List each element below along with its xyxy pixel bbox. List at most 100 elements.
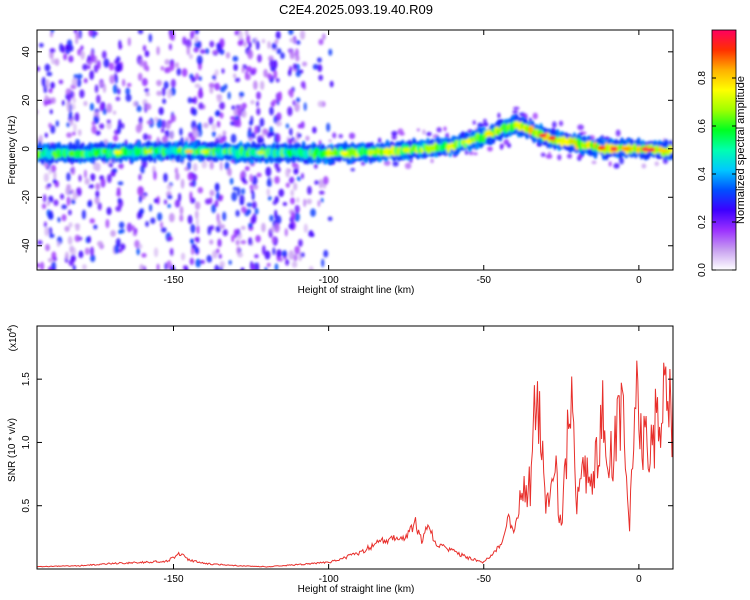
- heatmap-cell: [139, 244, 143, 249]
- heatmap-cell: [289, 54, 295, 60]
- heatmap-cell: [249, 173, 253, 183]
- heatmap-cell: [289, 37, 295, 43]
- heatmap-cell: [168, 212, 175, 223]
- heatmap-cell: [105, 218, 110, 229]
- heatmap-cell: [118, 221, 125, 229]
- heatmap-cell: [299, 69, 304, 74]
- heatmap-cell: [287, 106, 293, 117]
- heatmap-cell: [190, 30, 194, 40]
- heatmap-cell: [61, 100, 65, 106]
- heatmap-cell: [71, 199, 76, 205]
- heatmap-cell: [270, 66, 276, 72]
- heatmap-cell: [322, 176, 329, 185]
- y-tick-label: -40: [21, 238, 32, 253]
- heatmap-cell: [350, 167, 355, 172]
- heatmap-cell: [303, 102, 307, 111]
- heatmap-cell: [256, 91, 262, 100]
- heatmap-cell: [77, 129, 82, 137]
- heatmap-cell: [88, 30, 94, 37]
- heatmap-cell: [67, 236, 73, 245]
- heatmap-cell: [327, 216, 333, 221]
- heatmap-cell: [274, 263, 279, 270]
- heatmap-cell: [312, 126, 317, 134]
- heatmap-cell: [83, 100, 88, 107]
- heatmap-cell: [76, 73, 83, 79]
- heatmap-cell: [290, 197, 295, 205]
- heatmap-cell: [278, 91, 283, 102]
- heatmap-cell: [209, 189, 215, 197]
- heatmap-cell: [275, 78, 280, 83]
- heatmap-cell: [294, 212, 300, 222]
- heatmap-cell: [464, 150, 469, 155]
- heatmap-cell: [80, 45, 84, 51]
- heatmap-cell: [232, 186, 238, 191]
- heatmap-cell: [73, 122, 77, 132]
- heatmap-cell: [125, 87, 131, 96]
- heatmap-cell: [49, 48, 56, 53]
- heatmap-cell: [103, 58, 110, 68]
- heatmap-cell: [212, 50, 219, 55]
- heatmap-cell: [473, 152, 478, 156]
- heatmap-cell: [214, 110, 221, 117]
- heatmap-cell: [96, 60, 101, 70]
- heatmap-cell: [66, 103, 71, 113]
- heatmap-cell: [74, 234, 81, 243]
- heatmap-cell: [138, 174, 142, 181]
- heatmap-cell: [78, 250, 84, 259]
- heatmap-cell: [166, 184, 172, 191]
- heatmap-cell: [256, 101, 260, 107]
- heatmap-cell: [288, 223, 294, 230]
- heatmap-cell: [144, 88, 150, 93]
- heatmap-cell: [39, 261, 45, 270]
- heatmap-cell: [282, 201, 288, 206]
- heatmap-cell: [150, 217, 156, 225]
- heatmap-cell: [68, 209, 72, 216]
- heatmap-cell: [162, 98, 167, 104]
- heatmap-cell: [243, 41, 247, 48]
- heatmap-cell: [44, 132, 48, 138]
- heatmap-cell: [251, 191, 255, 201]
- heatmap-cell: [310, 208, 316, 217]
- heatmap-cell: [170, 78, 176, 88]
- heatmap-cell: [281, 250, 288, 258]
- heatmap-cell: [289, 88, 294, 99]
- heatmap-cell: [90, 254, 96, 263]
- heatmap-cell: [167, 203, 171, 209]
- heatmap-cell: [94, 196, 100, 205]
- heatmap-cell: [295, 54, 300, 62]
- heatmap-cell: [61, 204, 68, 210]
- heatmap-cell: [608, 161, 612, 167]
- heatmap-cell: [69, 118, 74, 126]
- heatmap-cell: [234, 30, 239, 36]
- heatmap-cell: [95, 182, 101, 191]
- heatmap-cell: [558, 120, 564, 127]
- heatmap-cell: [256, 262, 260, 270]
- snr-y-ticks: 0.5 1.0 1.5: [21, 372, 673, 513]
- heatmap-cell: [257, 54, 262, 63]
- snr-frame: [36, 325, 674, 570]
- heatmap-cell: [244, 165, 250, 172]
- heatmap-cell: [228, 260, 232, 265]
- heatmap-cell: [169, 33, 173, 40]
- heatmap-cell: [181, 68, 188, 77]
- heatmap-cell: [47, 257, 53, 263]
- heatmap-cell: [153, 198, 159, 204]
- heatmap-cell: [164, 59, 170, 65]
- heatmap-cell: [219, 224, 226, 230]
- heatmap-cell: [187, 214, 193, 225]
- heatmap-cell: [190, 238, 194, 245]
- heatmap-cell: [266, 188, 271, 197]
- heatmap-cell: [192, 108, 198, 116]
- heatmap-cell: [236, 186, 241, 197]
- heatmap-cell: [264, 267, 268, 270]
- heatmap-cell: [472, 120, 476, 125]
- heatmap-cell: [225, 52, 231, 59]
- heatmap-cell: [112, 168, 118, 173]
- heatmap-cell: [138, 195, 142, 203]
- heatmap-cell: [256, 107, 261, 116]
- heatmap-cell: [269, 131, 275, 137]
- heatmap-cell: [74, 112, 80, 122]
- heatmap-cell: [248, 222, 253, 229]
- heatmap-cell: [316, 57, 322, 63]
- heatmap-cell: [241, 66, 245, 74]
